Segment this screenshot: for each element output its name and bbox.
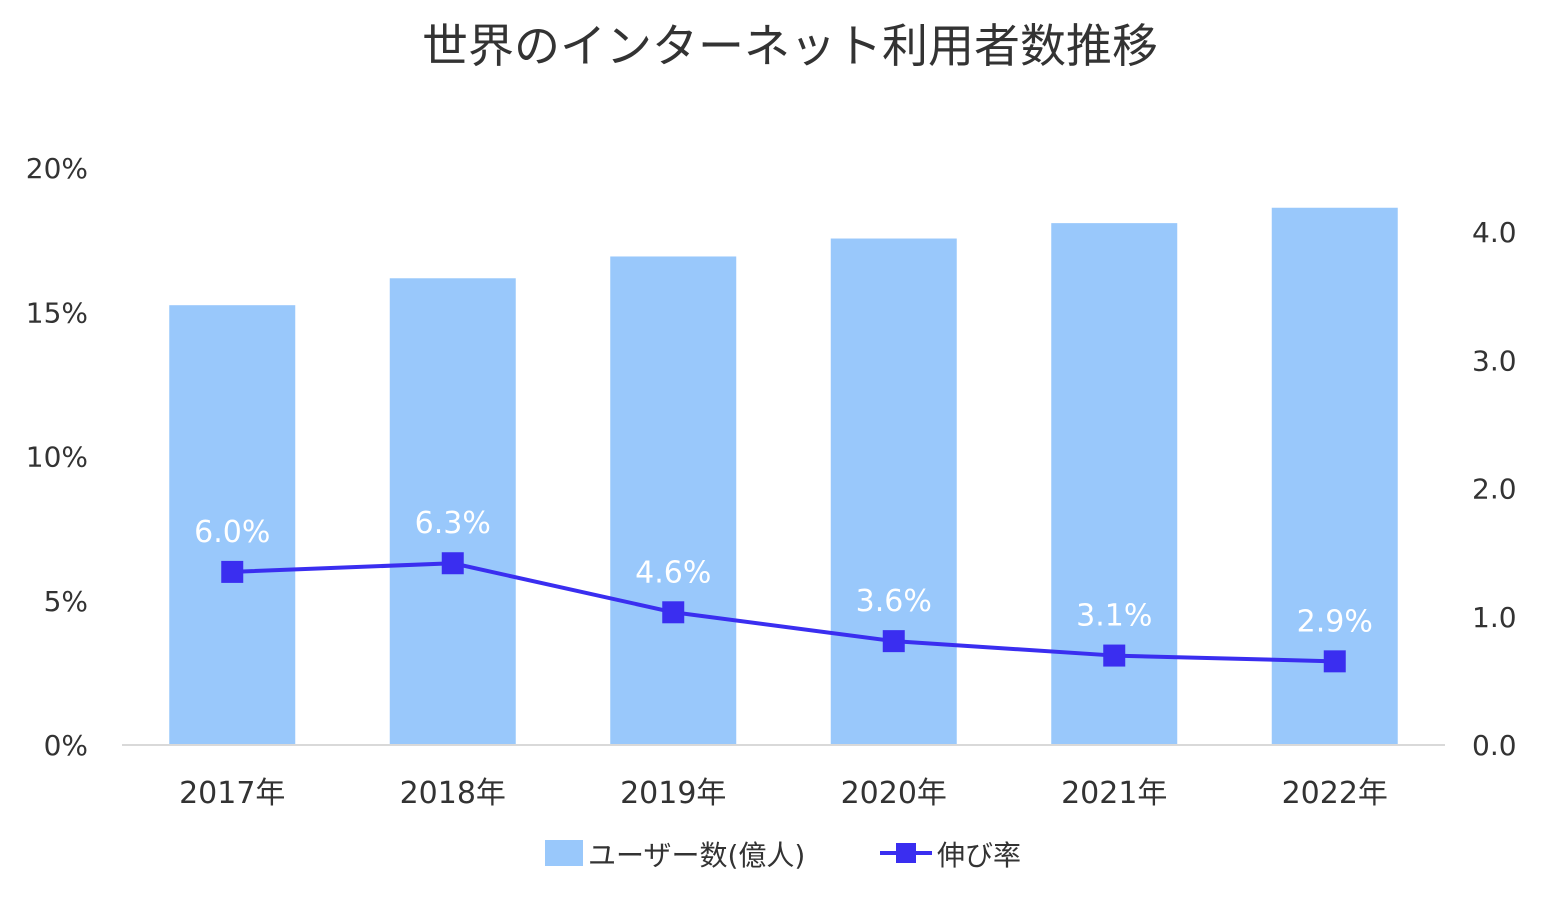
x-tick-label-1: 2018年 — [400, 776, 506, 811]
right-axis-ticks: 0.0 1.0 2.0 3.0 4.0 — [1472, 216, 1517, 762]
legend-line-label: 伸び率 — [937, 839, 1021, 872]
bar-4 — [1051, 223, 1178, 745]
left-tick-label-3: 15% — [26, 296, 88, 329]
growth-marker-3 — [882, 630, 905, 653]
growth-line — [232, 561, 1335, 664]
right-tick-label-3: 3.0 — [1472, 344, 1517, 377]
bar-0 — [169, 305, 296, 745]
growth-data-label-3: 3.6% — [856, 584, 932, 619]
left-tick-label-0: 0% — [44, 729, 88, 762]
left-tick-label-1: 5% — [44, 585, 88, 618]
left-tick-label-2: 10% — [26, 441, 88, 474]
chart-title: 世界のインターネット利用者数推移 — [422, 19, 1158, 73]
left-tick-label-4: 20% — [26, 152, 88, 185]
bar-series — [169, 207, 1398, 745]
growth-line-series: 6.0% 6.3% 4.6% 3.6% 3.1% 2.9% — [194, 506, 1373, 673]
growth-marker-0 — [221, 560, 244, 583]
legend: ユーザー数(億人) 伸び率 — [545, 839, 1021, 872]
bar-1 — [389, 278, 516, 745]
x-axis-labels: 2017年 2018年 2019年 2020年 2021年 2022年 — [179, 776, 1388, 811]
left-axis-ticks: 0% 5% 10% 15% 20% — [26, 152, 88, 762]
right-tick-label-1: 1.0 — [1472, 601, 1517, 634]
right-tick-label-2: 2.0 — [1472, 473, 1517, 506]
x-tick-label-4: 2021年 — [1061, 776, 1167, 811]
growth-data-label-1: 6.3% — [415, 506, 491, 541]
growth-marker-2 — [662, 601, 685, 624]
x-tick-label-2: 2019年 — [620, 776, 726, 811]
x-tick-label-3: 2020年 — [841, 776, 947, 811]
growth-marker-5 — [1323, 650, 1346, 673]
bar-3 — [830, 238, 957, 745]
right-tick-label-4: 4.0 — [1472, 216, 1517, 249]
growth-marker-4 — [1103, 644, 1126, 667]
legend-bar-swatch — [545, 840, 583, 866]
x-tick-label-0: 2017年 — [179, 776, 285, 811]
bar-2 — [610, 256, 737, 745]
growth-marker-1 — [441, 552, 464, 575]
right-tick-label-0: 0.0 — [1472, 729, 1517, 762]
legend-bar-label: ユーザー数(億人) — [588, 839, 805, 872]
legend-line-marker — [896, 843, 916, 863]
growth-data-label-2: 4.6% — [635, 555, 711, 590]
growth-data-label-0: 6.0% — [194, 515, 270, 550]
growth-data-label-5: 2.9% — [1297, 604, 1373, 639]
growth-data-label-4: 3.1% — [1076, 599, 1152, 634]
x-tick-label-5: 2022年 — [1282, 776, 1388, 811]
